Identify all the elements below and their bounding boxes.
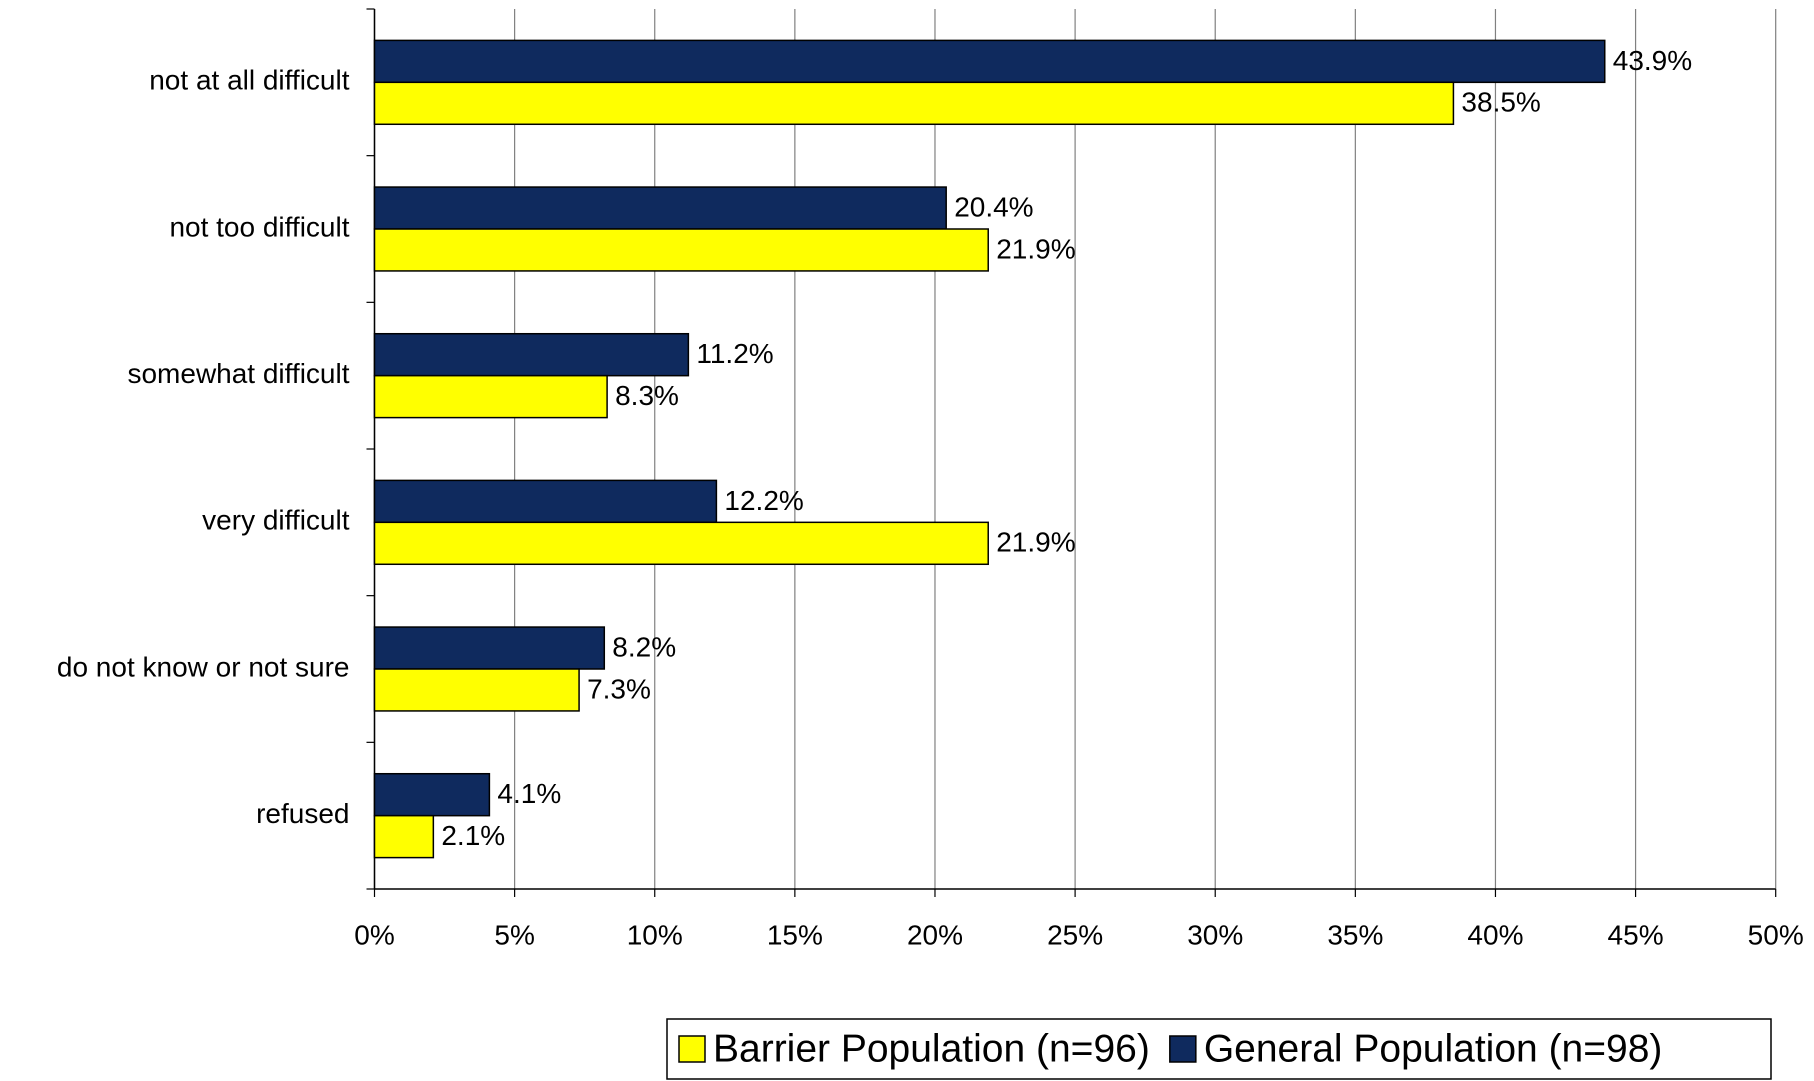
bar xyxy=(373,521,989,566)
data-label: 21.9% xyxy=(996,233,1075,264)
legend-label: General Population (n=98) xyxy=(1204,1027,1663,1070)
x-tick-label: 50% xyxy=(1748,919,1804,950)
x-tick-label: 40% xyxy=(1467,919,1523,950)
x-tick-label: 25% xyxy=(1047,919,1103,950)
legend: Barrier Population (n=96) General Populat… xyxy=(666,1018,1772,1080)
data-label: 20.4% xyxy=(954,191,1033,222)
data-label: 21.9% xyxy=(996,527,1075,558)
bar xyxy=(373,186,947,230)
x-tick-label: 35% xyxy=(1327,919,1383,950)
bar xyxy=(373,668,580,712)
y-tick-label: not at all difficult xyxy=(149,65,349,96)
y-tick-label: somewhat difficult xyxy=(127,358,349,389)
data-label: 43.9% xyxy=(1613,45,1692,76)
data-label: 7.3% xyxy=(587,673,651,704)
data-label: 12.2% xyxy=(724,485,803,516)
bar xyxy=(373,39,1606,84)
legend-swatch xyxy=(1169,1035,1197,1063)
data-label: 2.1% xyxy=(441,820,505,851)
legend-label: Barrier Population (n=96) xyxy=(713,1027,1150,1070)
x-tick-label: 45% xyxy=(1608,919,1664,950)
bar xyxy=(373,81,1455,126)
x-tick-label: 10% xyxy=(627,919,683,950)
x-tick-label: 15% xyxy=(767,919,823,950)
bar xyxy=(373,228,989,272)
y-tick-label: not too difficult xyxy=(169,211,349,242)
y-tick-label: refused xyxy=(256,798,349,829)
data-label: 8.2% xyxy=(612,631,676,662)
y-tick-label: do not know or not sure xyxy=(57,651,350,682)
bar xyxy=(373,332,690,377)
x-tick-label: 20% xyxy=(907,919,963,950)
data-label: 38.5% xyxy=(1461,87,1540,118)
data-label: 8.3% xyxy=(615,380,679,411)
bar xyxy=(373,626,606,670)
bar xyxy=(373,772,491,817)
bar xyxy=(373,374,608,419)
data-label: 4.1% xyxy=(497,778,561,809)
x-tick-label: 0% xyxy=(354,919,394,950)
bar xyxy=(373,479,718,524)
legend-swatch xyxy=(678,1035,706,1063)
x-tick-label: 30% xyxy=(1187,919,1243,950)
bar xyxy=(373,814,435,859)
y-tick-label: very difficult xyxy=(202,505,350,536)
data-label: 11.2% xyxy=(696,338,773,369)
legend-box xyxy=(666,1018,1772,1080)
x-tick-label: 5% xyxy=(494,919,534,950)
